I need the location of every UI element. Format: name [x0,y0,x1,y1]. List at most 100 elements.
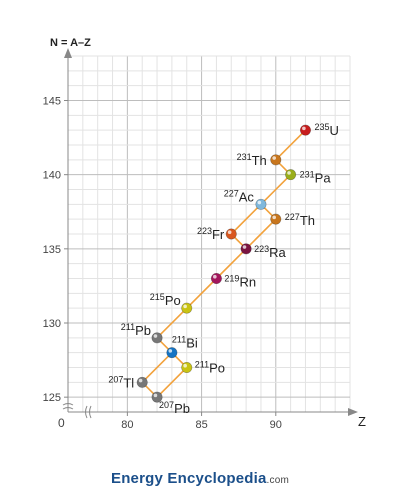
nuclide-point-highlight [272,156,276,160]
nuclide-label-215-po: 215Po [150,292,181,308]
y-tick-label: 130 [43,318,61,330]
element-symbol: Tl [123,375,134,390]
nuclide-points [136,124,311,403]
x-axis-break [85,405,92,419]
nuclide-label-231-pa: 231Pa [300,170,332,186]
brand-word-energy: Energy [110,470,164,487]
y-tick-label: 125 [43,392,61,404]
decay-link [186,277,217,309]
nuclide-label-207-pb: 207Pb [159,400,190,416]
nuclide-label-211-pb: 211Pb [121,322,151,338]
nuclide-point-223-fr [225,228,237,240]
nuclide-point-227-th [270,213,282,225]
nuclide-point-highlight [287,171,291,175]
mass-number: 211 [172,335,186,345]
element-symbol: Rn [239,275,256,290]
nuclide-point-211-po [181,361,193,373]
x-axis-arrow [348,408,358,416]
mass-number: 235 [314,122,329,132]
decay-link [141,352,173,383]
element-symbol: Th [300,213,315,228]
mass-number: 223 [254,244,269,254]
nuclide-point-219-rn [210,272,222,284]
mass-number: 223 [197,226,212,236]
nuclide-label-211-po: 211Po [195,360,225,376]
nuclide-point-highlight [302,126,306,131]
decay-link [275,129,307,161]
element-symbol: Bi [186,336,198,351]
x-tick-label: 85 [195,419,207,431]
nuclide-point-highlight [138,378,143,383]
decay-link [215,248,247,280]
element-symbol: Ac [239,189,255,204]
element-symbol: Po [165,293,181,308]
nuclide-point-highlight [213,274,217,279]
x-axis-title: Z [358,414,366,429]
element-symbol: Th [252,153,267,168]
element-symbol: Fr [212,227,225,242]
nuclide-point-highlight [227,230,232,234]
mass-number: 211 [121,322,135,332]
nuclide-point-highlight [183,304,187,309]
nuclide-label-219-rn: 219Rn [224,274,256,290]
chart-axes: N = A–Z Z 0 [50,37,366,430]
y-tick-label: 140 [43,170,61,182]
decay-link [156,307,188,339]
mass-number: 215 [150,292,165,302]
nuclide-label-235-u: 235U [314,122,338,138]
nuclide-label-211-bi: 211Bi [172,335,198,351]
nuclide-point-211-bi [166,347,178,359]
mass-number: 231 [300,170,315,180]
nuclide-point-highlight [183,363,187,368]
nuclide-point-highlight [242,245,247,249]
mass-number: 231 [237,152,252,162]
element-symbol: Pb [174,401,190,416]
nuclide-point-207-tl [136,376,148,388]
tick-labels: 80 85 90 125 130 135 140 145 [43,96,282,432]
y-axis-title: N = A–Z [50,37,91,49]
x-tick-label: 90 [270,419,282,431]
origin-label: 0 [58,416,65,430]
nuclide-label-227-th: 227Th [285,212,315,228]
mass-number: 211 [195,360,209,370]
decay-link [156,366,188,398]
nuclide-labels: 235U231Th231Pa227Ac227Th223Fr223Ra219Rn2… [108,122,339,416]
element-symbol: Ra [269,245,286,260]
nuclide-point-211-pb [151,332,163,344]
decay-link [260,174,292,205]
nuclide-point-223-ra [240,243,252,255]
y-axis-arrow [64,48,72,58]
nuclide-point-231-pa [285,169,297,181]
element-symbol: Po [209,361,225,376]
nuclide-point-highlight [168,349,173,353]
nuclide-point-highlight [257,200,262,205]
mass-number: 227 [285,212,300,222]
mass-number: 227 [224,188,239,198]
element-symbol: Pb [135,323,151,338]
brand-domain: .com [266,475,290,486]
mass-number: 207 [159,400,174,410]
nuclide-point-235-u [299,124,311,136]
brand-word-encyclopedia: Encyclopedia [167,470,267,487]
brand-footer: Energy Encyclopedia.com [0,470,400,487]
nuclide-label-223-fr: 223Fr [197,226,225,242]
nuclide-label-227-ac: 227Ac [224,188,255,204]
mass-number: 219 [224,274,239,284]
y-tick-label: 135 [43,244,61,256]
nuclide-label-207-tl: 207Tl [108,374,134,390]
nuclide-point-highlight [153,334,158,338]
x-tick-label: 80 [121,419,133,431]
nuclide-point-215-po [181,302,193,314]
nuclide-point-227-ac [255,198,267,210]
nuclide-point-highlight [272,215,276,220]
nuclide-point-highlight [153,393,158,398]
decay-link [245,218,277,250]
element-symbol: U [330,123,339,138]
element-symbol: Pa [315,171,332,186]
y-tick-label: 145 [43,96,61,108]
mass-number: 207 [108,374,123,384]
nuclide-label-231-th: 231Th [237,152,267,168]
nuclide-point-231-th [270,154,282,166]
decay-link [230,203,262,235]
